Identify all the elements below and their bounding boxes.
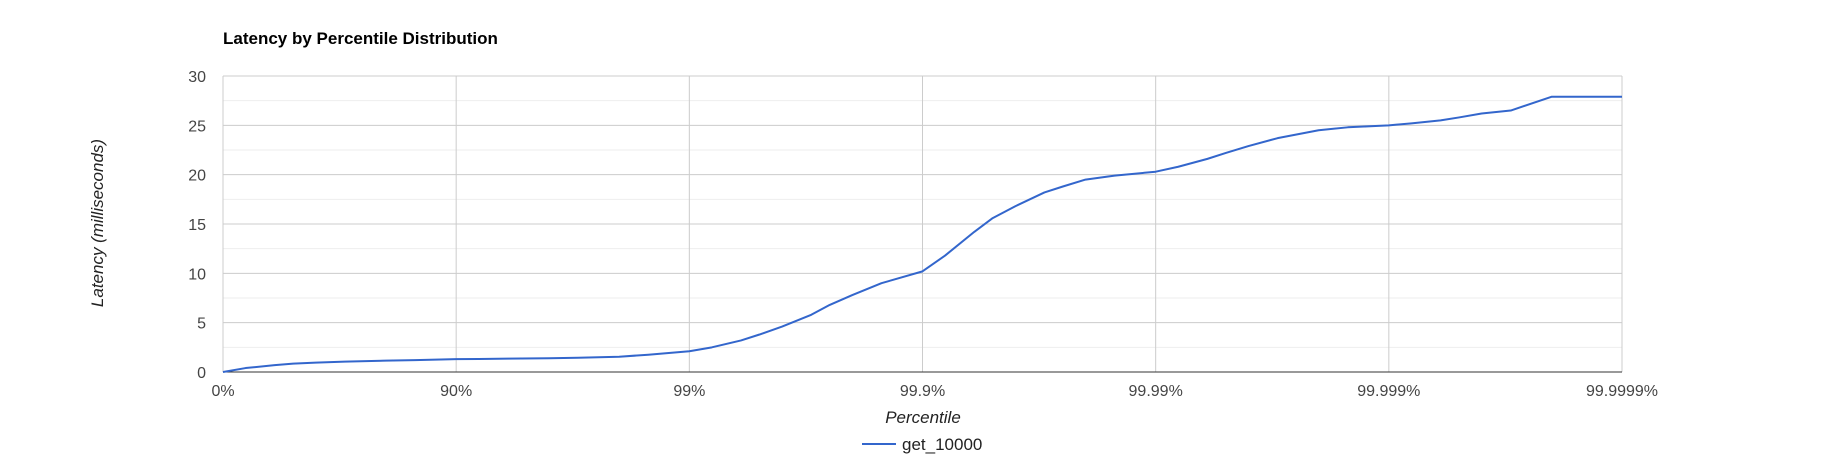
legend-label: get_10000 xyxy=(902,435,982,454)
series-layer xyxy=(222,95,1622,373)
y-tick-label: 30 xyxy=(188,69,206,86)
x-tick-label: 90% xyxy=(440,383,472,400)
x-axis-title: Percentile xyxy=(885,408,961,427)
text-layer: Latency by Percentile Distribution Perce… xyxy=(88,29,1658,427)
y-tick-label: 5 xyxy=(197,316,206,333)
y-tick-label: 0 xyxy=(197,365,206,382)
y-tick-label: 20 xyxy=(188,168,206,185)
chart-title: Latency by Percentile Distribution xyxy=(223,29,498,48)
legend: get_10000 xyxy=(862,435,982,454)
x-tick-label: 99.99% xyxy=(1129,383,1183,400)
grid-layer xyxy=(222,75,1623,372)
y-axis-title: Latency (milliseconds) xyxy=(88,139,107,307)
y-tick-label: 10 xyxy=(188,266,206,283)
series-line-get_10000 xyxy=(222,95,1622,373)
y-tick-label: 25 xyxy=(188,118,206,135)
x-tick-label: 0% xyxy=(211,383,234,400)
x-tick-label: 99.9% xyxy=(900,383,945,400)
y-tick-label: 15 xyxy=(188,217,206,234)
x-tick-label: 99.9999% xyxy=(1586,383,1658,400)
x-tick-label: 99.999% xyxy=(1357,383,1420,400)
x-tick-label: 99% xyxy=(673,383,705,400)
